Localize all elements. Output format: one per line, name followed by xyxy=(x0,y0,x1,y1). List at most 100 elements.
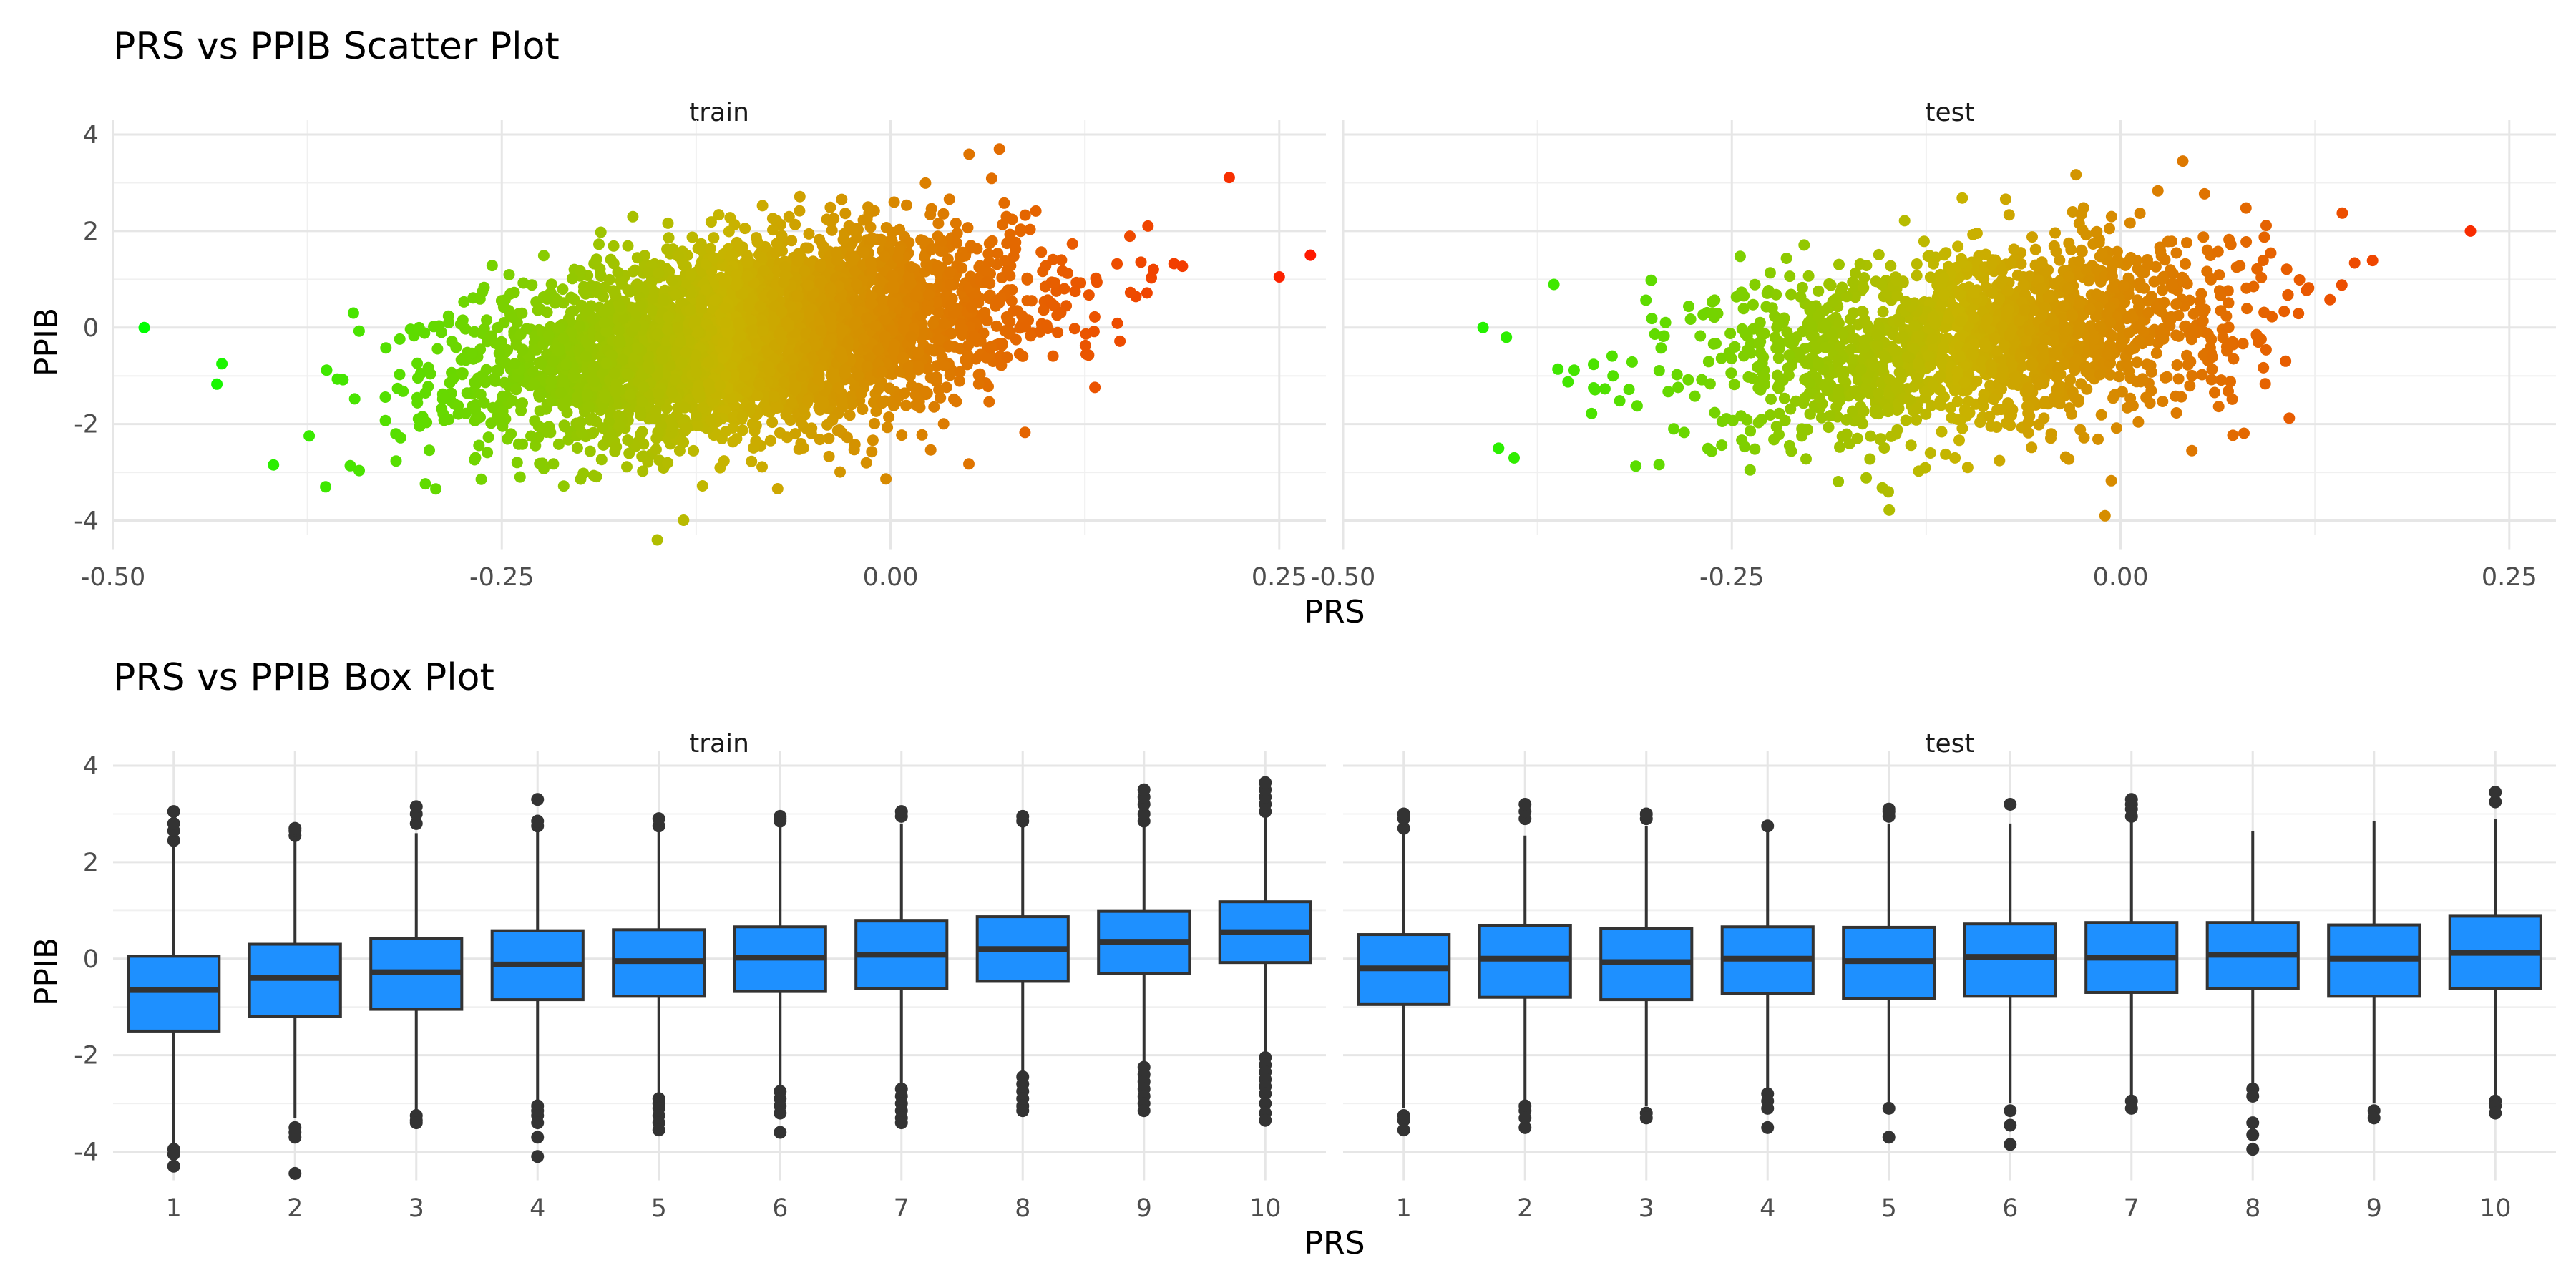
scatter-point xyxy=(756,200,769,212)
scatter-point xyxy=(2223,385,2234,397)
scatter-point xyxy=(613,409,625,421)
scatter-point xyxy=(723,225,735,238)
scatter-point xyxy=(138,321,150,333)
scatter-point xyxy=(963,148,975,160)
scatter-point xyxy=(1778,392,1790,404)
scatter-point xyxy=(541,293,553,305)
scatter-point xyxy=(1051,309,1063,321)
scatter-point xyxy=(1020,321,1031,333)
scatter-point xyxy=(795,416,807,429)
scatter-point xyxy=(621,461,633,473)
scatter-point xyxy=(662,217,674,229)
scatter-point xyxy=(720,369,732,381)
scatter-point xyxy=(786,396,798,409)
scatter-point xyxy=(2170,247,2182,259)
scatter-point xyxy=(746,418,758,430)
scatter-point xyxy=(996,337,1008,349)
scatter-point xyxy=(850,278,862,291)
scatter-point xyxy=(919,177,932,189)
scatter-strip-train: train xyxy=(689,98,749,127)
scatter-point xyxy=(855,388,867,400)
scatter-point xyxy=(1668,423,1680,435)
scatter-point xyxy=(932,230,944,243)
scatter-point xyxy=(956,329,968,341)
scatter-point xyxy=(430,483,442,495)
scatter-point xyxy=(889,338,900,351)
scatter-point xyxy=(733,316,745,328)
scatter-point xyxy=(1058,283,1070,295)
scatter-point xyxy=(870,320,882,332)
scatter-point xyxy=(916,429,928,441)
scatter-point xyxy=(667,421,679,433)
scatter-point xyxy=(679,401,691,414)
scatter-point xyxy=(925,243,937,255)
scatter-point xyxy=(1918,235,1930,248)
scatter-point xyxy=(1780,253,1792,264)
scatter-point xyxy=(680,346,692,358)
scatter-point xyxy=(1088,326,1100,338)
scatter-point xyxy=(693,391,706,403)
scatter-point xyxy=(1736,323,1748,335)
scatter-point xyxy=(1066,238,1078,250)
scatter-point xyxy=(866,446,878,458)
scatter-point xyxy=(896,429,908,441)
scatter-point xyxy=(736,424,748,436)
scatter-point xyxy=(2029,243,2041,255)
scatter-point xyxy=(580,351,592,362)
scatter-point xyxy=(730,279,742,291)
scatter-point xyxy=(643,362,655,374)
scatter-point xyxy=(1552,363,1564,375)
scatter-point xyxy=(1005,295,1018,307)
scatter-point xyxy=(750,435,762,447)
scatter-point xyxy=(888,196,900,208)
scatter-point xyxy=(424,444,435,457)
scatter-point xyxy=(818,397,830,409)
scatter-point xyxy=(836,193,848,205)
scatter-point xyxy=(879,250,891,263)
scatter-point xyxy=(992,248,1004,260)
scatter-point xyxy=(2141,358,2153,371)
scatter-point xyxy=(1124,286,1136,298)
scatter-point xyxy=(514,399,527,410)
scatter-point xyxy=(581,389,593,401)
scatter-point xyxy=(1684,313,1697,325)
scatter-point xyxy=(1019,426,1031,439)
scatter-point xyxy=(414,420,426,432)
scatter-point xyxy=(857,404,869,415)
scatter-point xyxy=(380,342,392,354)
scatter-point xyxy=(526,279,538,291)
scatter-point xyxy=(411,357,424,369)
scatter-point xyxy=(768,391,780,403)
scatter-point xyxy=(2241,303,2253,315)
scatter-point xyxy=(841,431,853,444)
scatter-point xyxy=(1030,205,1042,217)
scatter-point xyxy=(2124,217,2136,229)
scatter-point xyxy=(776,306,788,318)
scatter-point xyxy=(1724,328,1737,339)
scatter-point xyxy=(2095,409,2107,421)
scatter-point xyxy=(862,201,874,213)
scatter-point xyxy=(1025,295,1038,307)
scatter-point xyxy=(791,255,804,267)
scatter-point xyxy=(645,276,658,288)
scatter-point xyxy=(900,399,912,411)
scatter-point xyxy=(587,361,600,374)
scatter-point xyxy=(557,480,570,492)
scatter-point xyxy=(814,434,826,446)
scatter-point xyxy=(860,457,872,469)
scatter-point xyxy=(661,243,673,255)
scatter-point xyxy=(379,414,391,426)
scatter-point xyxy=(1875,433,1887,445)
scatter-point xyxy=(724,212,736,224)
scatter-point xyxy=(944,278,956,291)
scatter-point xyxy=(887,296,899,308)
scatter-point xyxy=(951,228,963,239)
scatter-point xyxy=(924,343,936,356)
scatter-point xyxy=(1900,414,1912,426)
scatter-point xyxy=(1111,317,1123,329)
scatter-point xyxy=(789,218,801,230)
scatter-point xyxy=(482,447,494,459)
scatter-point xyxy=(337,374,349,386)
scatter-point xyxy=(477,286,489,298)
